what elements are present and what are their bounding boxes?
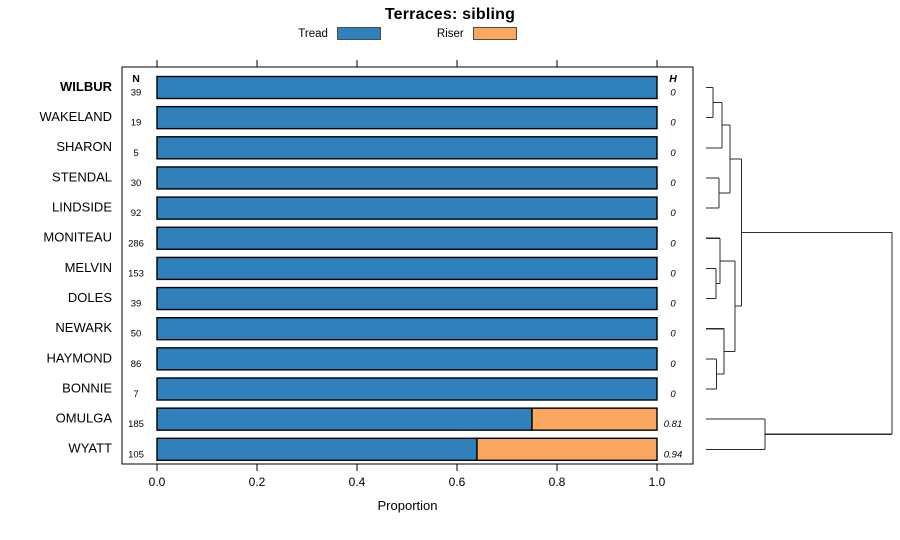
legend: Tread Riser: [122, 27, 693, 40]
legend-swatch-tread: [336, 27, 381, 40]
n-value: 39: [131, 299, 142, 310]
h-value: 0: [670, 329, 676, 340]
bar-segment-riser: [531, 407, 658, 431]
bar-segment-tread: [156, 226, 658, 250]
legend-item-tread: Tread: [298, 27, 381, 40]
row-label: HAYMOND: [47, 350, 112, 365]
bar-segment-tread: [156, 136, 658, 160]
h-value: 0: [670, 389, 676, 400]
h-value: 0.81: [664, 419, 683, 430]
n-value: 5: [133, 148, 138, 159]
bar-segment-tread: [156, 196, 658, 220]
bar-segment-tread: [156, 377, 658, 401]
h-value: 0: [670, 118, 676, 129]
row-label: WYATT: [68, 441, 112, 456]
row-label: OMULGA: [56, 411, 113, 426]
n-value: 153: [128, 268, 144, 279]
n-value: 39: [131, 88, 142, 99]
x-axis-tick-label: 1.0: [649, 475, 666, 489]
x-axis-tick-label: 0.0: [149, 475, 166, 489]
n-value: 86: [131, 359, 142, 370]
row-label: STENDAL: [52, 169, 112, 184]
bar-segment-tread: [156, 347, 658, 371]
n-value: 286: [128, 238, 144, 249]
x-axis-title: Proportion: [377, 498, 438, 513]
row-label: BONNIE: [62, 380, 112, 395]
bar-segment-tread: [156, 407, 533, 431]
h-value: 0: [670, 88, 676, 99]
h-value: 0: [670, 178, 676, 189]
bar-segment-tread: [156, 317, 658, 341]
h-value: 0.94: [664, 449, 683, 460]
n-value: 19: [131, 118, 142, 129]
n-value: 50: [131, 329, 142, 340]
chart-title: Terraces: sibling: [384, 6, 516, 23]
n-value: 92: [131, 208, 142, 219]
h-value: 0: [670, 238, 676, 249]
bar-segment-riser: [476, 437, 658, 461]
row-label: SHARON: [56, 139, 112, 154]
n-value: 30: [131, 178, 142, 189]
x-axis-tick-label: 0.4: [349, 475, 366, 489]
legend-item-riser: Riser: [437, 27, 517, 40]
legend-label-tread: Tread: [298, 27, 328, 40]
row-label: NEWARK: [55, 320, 112, 335]
bar-segment-tread: [156, 437, 478, 461]
x-axis-tick-label: 0.8: [549, 475, 566, 489]
row-label: WILBUR: [60, 79, 113, 94]
n-value: 7: [133, 389, 138, 400]
row-label: WAKELAND: [40, 109, 112, 124]
h-value: 0: [670, 208, 676, 219]
bar-segment-tread: [156, 75, 658, 100]
row-label: LINDSIDE: [52, 200, 112, 215]
bar-segment-tread: [156, 166, 658, 190]
legend-swatch-riser: [472, 27, 517, 40]
legend-label-riser: Riser: [436, 27, 464, 40]
x-axis-tick-label: 0.2: [249, 475, 266, 489]
x-axis-tick-label: 0.6: [449, 475, 466, 489]
bar-segment-tread: [156, 256, 658, 281]
h-column-header: H: [669, 73, 677, 85]
row-label: DOLES: [68, 290, 112, 305]
h-value: 0: [670, 299, 676, 310]
h-value: 0: [670, 268, 676, 279]
bar-segment-tread: [156, 105, 658, 130]
row-label: MELVIN: [65, 260, 112, 275]
n-column-header: N: [132, 73, 140, 85]
n-value: 105: [128, 449, 144, 460]
row-label: MONITEAU: [43, 230, 112, 245]
n-value: 185: [128, 419, 144, 430]
h-value: 0: [670, 148, 676, 159]
bar-segment-tread: [156, 286, 658, 311]
h-value: 0: [670, 359, 676, 370]
